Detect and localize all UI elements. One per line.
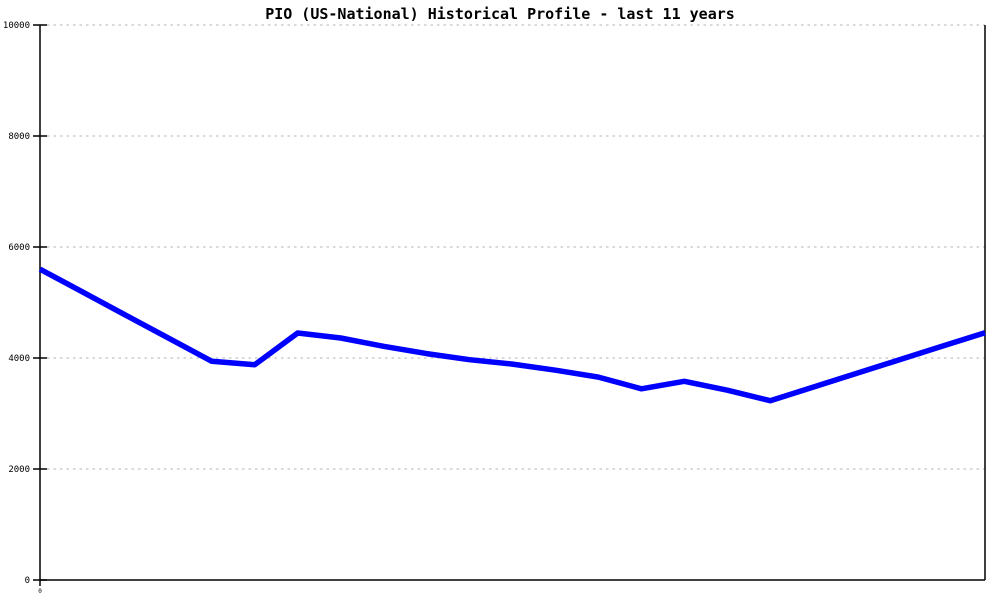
y-tick-label-0: 0 xyxy=(25,576,30,586)
series-line-pio xyxy=(38,266,986,404)
y-tick-label-8000: 8000 xyxy=(8,132,30,142)
chart-title: PIO (US-National) Historical Profile - l… xyxy=(265,5,735,23)
x-tick-label-0: 0 xyxy=(38,588,42,595)
y-tick-label-2000: 2000 xyxy=(8,465,30,475)
y-tick-label-6000: 6000 xyxy=(8,243,30,253)
y-tick-label-4000: 4000 xyxy=(8,354,30,364)
y-tick-label-10000: 10000 xyxy=(3,21,30,31)
